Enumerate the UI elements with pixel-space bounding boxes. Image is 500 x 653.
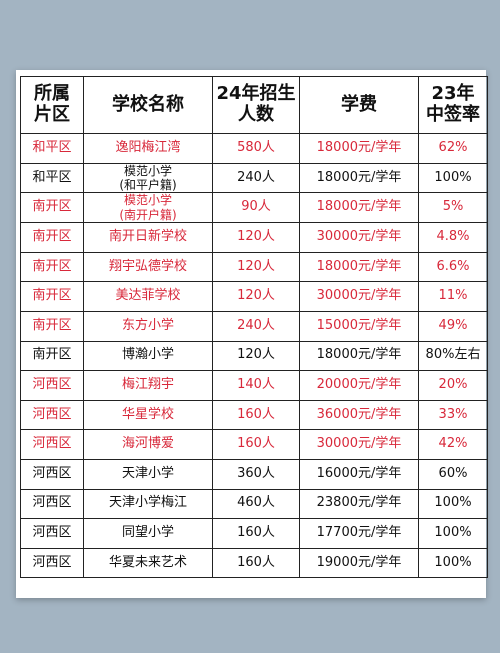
cell-school: 梅江翔宇	[83, 370, 213, 401]
cell-district: 河西区	[20, 458, 84, 490]
cell-rate: 60%	[418, 458, 488, 490]
cell-district: 河西区	[20, 399, 84, 431]
cell-fee: 30000元/学年	[299, 281, 419, 312]
table-row: 河西区 华夏未来艺术 160人 19000元/学年 100%	[20, 547, 488, 579]
cell-district: 南开区	[20, 222, 84, 253]
table-row: 南开区 东方小学 240人 15000元/学年 49%	[20, 310, 488, 342]
cell-school: 海河博爱	[83, 429, 213, 460]
table-row: 河西区 天津小学 360人 16000元/学年 60%	[20, 458, 488, 490]
cell-district: 南开区	[20, 192, 84, 224]
table-row: 河西区 华星学校 160人 36000元/学年 33%	[20, 399, 488, 431]
cell-fee: 18000元/学年	[299, 192, 419, 224]
cell-rate: 62%	[418, 133, 488, 164]
cell-enroll: 240人	[212, 310, 300, 342]
cell-school: 华星学校	[83, 399, 213, 431]
cell-district: 河西区	[20, 518, 84, 549]
table-row: 和平区 逸阳梅江湾 580人 18000元/学年 62%	[20, 133, 488, 164]
header-row: 所属 片区 学校名称 24年招生 人数 学费 23年 中签率	[20, 76, 488, 134]
table-row: 南开区 翔宇弘德学校 120人 18000元/学年 6.6%	[20, 251, 488, 283]
cell-enroll: 120人	[212, 222, 300, 253]
cell-enroll: 460人	[212, 488, 300, 520]
cell-district: 南开区	[20, 281, 84, 312]
cell-rate: 42%	[418, 429, 488, 460]
cell-enroll: 120人	[212, 281, 300, 312]
table-row: 和平区 模范小学 (和平户籍) 240人 18000元/学年 100%	[20, 162, 488, 194]
table-row: 河西区 梅江翔宇 140人 20000元/学年 20%	[20, 370, 488, 401]
header-enroll: 24年招生 人数	[212, 76, 300, 134]
cell-school: 博瀚小学	[83, 340, 213, 372]
table-row: 南开区 博瀚小学 120人 18000元/学年 80%左右	[20, 340, 488, 372]
cell-school: 天津小学	[83, 458, 213, 490]
cell-district: 南开区	[20, 310, 84, 342]
cell-rate: 100%	[418, 547, 488, 579]
cell-district: 河西区	[20, 429, 84, 460]
cell-fee: 30000元/学年	[299, 429, 419, 460]
cell-district: 南开区	[20, 251, 84, 283]
cell-rate: 80%左右	[418, 340, 488, 372]
cell-enroll: 120人	[212, 340, 300, 372]
cell-rate: 100%	[418, 162, 488, 194]
document-sheet: 所属 片区 学校名称 24年招生 人数 学费 23年 中签率 和平区 逸阳梅江湾 5…	[16, 70, 488, 598]
school-table: 所属 片区 学校名称 24年招生 人数 学费 23年 中签率 和平区 逸阳梅江湾 5…	[20, 76, 488, 579]
cell-fee: 18000元/学年	[299, 340, 419, 372]
table-body: 和平区 逸阳梅江湾 580人 18000元/学年 62% 和平区 模范小学 (和平户籍) 24…	[20, 133, 488, 579]
cell-fee: 18000元/学年	[299, 162, 419, 194]
cell-fee: 20000元/学年	[299, 370, 419, 401]
cell-school: 翔宇弘德学校	[83, 251, 213, 283]
cell-rate: 100%	[418, 518, 488, 549]
cell-school: 模范小学 (南开户籍)	[83, 192, 213, 224]
cell-fee: 17700元/学年	[299, 518, 419, 549]
cell-district: 河西区	[20, 488, 84, 520]
cell-fee: 19000元/学年	[299, 547, 419, 579]
table-row: 南开区 模范小学 (南开户籍) 90人 18000元/学年 5%	[20, 192, 488, 224]
header-rate: 23年 中签率	[418, 76, 488, 134]
cell-enroll: 120人	[212, 251, 300, 283]
table-row: 南开区 美达菲学校 120人 30000元/学年 11%	[20, 281, 488, 312]
cell-school: 同望小学	[83, 518, 213, 549]
cell-enroll: 160人	[212, 429, 300, 460]
cell-rate: 100%	[418, 488, 488, 520]
cell-fee: 30000元/学年	[299, 222, 419, 253]
cell-district: 和平区	[20, 162, 84, 194]
table-row: 河西区 海河博爱 160人 30000元/学年 42%	[20, 429, 488, 460]
cell-school: 美达菲学校	[83, 281, 213, 312]
cell-school: 东方小学	[83, 310, 213, 342]
cell-enroll: 240人	[212, 162, 300, 194]
cell-school: 华夏未来艺术	[83, 547, 213, 579]
cell-rate: 11%	[418, 281, 488, 312]
cell-school: 天津小学梅江	[83, 488, 213, 520]
cell-rate: 49%	[418, 310, 488, 342]
cell-rate: 5%	[418, 192, 488, 224]
cell-school: 模范小学 (和平户籍)	[83, 162, 213, 194]
cell-enroll: 360人	[212, 458, 300, 490]
cell-enroll: 580人	[212, 133, 300, 164]
cell-fee: 23800元/学年	[299, 488, 419, 520]
cell-fee: 36000元/学年	[299, 399, 419, 431]
cell-rate: 33%	[418, 399, 488, 431]
cell-rate: 20%	[418, 370, 488, 401]
cell-enroll: 160人	[212, 547, 300, 579]
cell-district: 南开区	[20, 340, 84, 372]
cell-school: 逸阳梅江湾	[83, 133, 213, 164]
cell-rate: 4.8%	[418, 222, 488, 253]
cell-fee: 18000元/学年	[299, 133, 419, 164]
cell-enroll: 160人	[212, 518, 300, 549]
cell-rate: 6.6%	[418, 251, 488, 283]
table-row: 南开区 南开日新学校 120人 30000元/学年 4.8%	[20, 222, 488, 253]
table-row: 河西区 同望小学 160人 17700元/学年 100%	[20, 518, 488, 549]
table-row: 河西区 天津小学梅江 460人 23800元/学年 100%	[20, 488, 488, 520]
cell-fee: 15000元/学年	[299, 310, 419, 342]
cell-fee: 18000元/学年	[299, 251, 419, 283]
cell-district: 和平区	[20, 133, 84, 164]
cell-enroll: 140人	[212, 370, 300, 401]
header-school: 学校名称	[83, 76, 213, 134]
header-fee: 学费	[299, 76, 419, 134]
cell-enroll: 90人	[212, 192, 300, 224]
cell-district: 河西区	[20, 547, 84, 579]
cell-school: 南开日新学校	[83, 222, 213, 253]
cell-district: 河西区	[20, 370, 84, 401]
cell-fee: 16000元/学年	[299, 458, 419, 490]
cell-enroll: 160人	[212, 399, 300, 431]
header-district: 所属 片区	[20, 76, 84, 134]
